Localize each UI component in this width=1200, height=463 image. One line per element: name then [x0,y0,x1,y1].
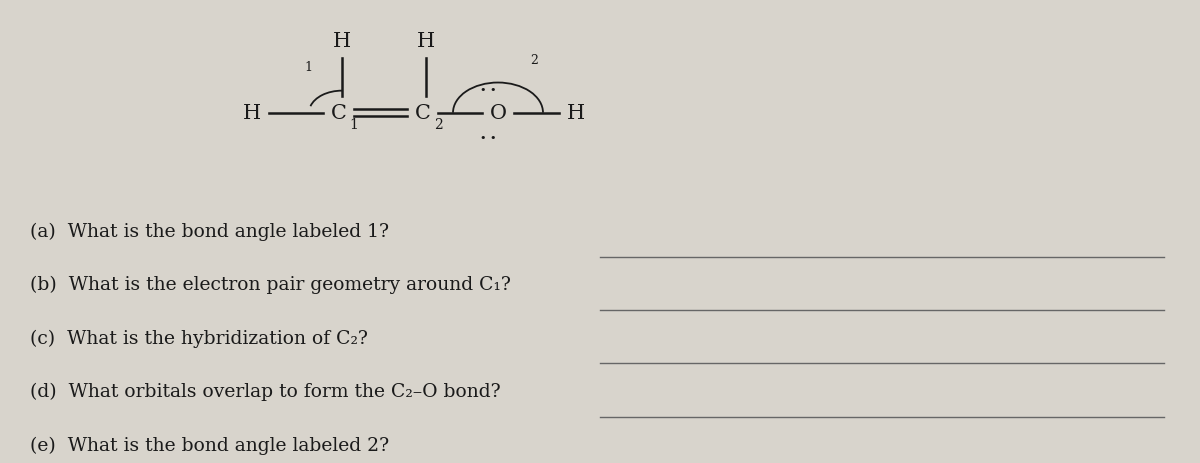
Text: 2: 2 [433,118,443,132]
Text: H: H [416,32,436,51]
Text: 1: 1 [305,61,312,74]
Text: • •: • • [480,132,497,143]
Text: (c)  What is the hybridization of C₂?: (c) What is the hybridization of C₂? [30,329,368,347]
Text: • •: • • [480,84,497,94]
Text: H: H [566,104,586,123]
Text: 1: 1 [349,118,359,132]
Text: (b)  What is the electron pair geometry around C₁?: (b) What is the electron pair geometry a… [30,275,511,294]
Text: H: H [242,104,262,123]
Text: C: C [414,104,431,123]
Text: C: C [330,104,347,123]
Text: (e)  What is the bond angle labeled 2?: (e) What is the bond angle labeled 2? [30,435,389,454]
Text: (a)  What is the bond angle labeled 1?: (a) What is the bond angle labeled 1? [30,222,389,241]
Text: (d)  What orbitals overlap to form the C₂–O bond?: (d) What orbitals overlap to form the C₂… [30,382,500,400]
Text: O: O [490,104,506,123]
Text: 2: 2 [530,54,538,67]
Text: H: H [332,32,352,51]
